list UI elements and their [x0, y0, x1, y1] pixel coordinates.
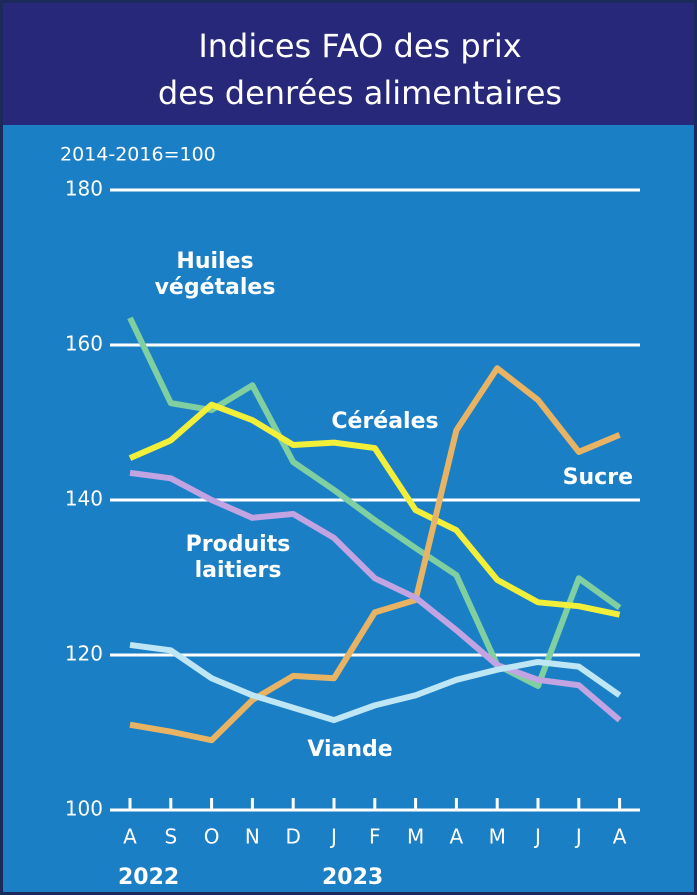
x-tick-label: J: [533, 825, 541, 849]
title-band: [3, 3, 694, 125]
x-tick-label: O: [204, 825, 220, 849]
y-tick-label: 120: [65, 642, 103, 666]
year-label: 2023: [322, 865, 383, 890]
x-tick-label: N: [245, 825, 260, 849]
y-tick-label: 140: [65, 487, 103, 511]
series-label: Sucre: [563, 465, 633, 490]
y-tick-label: 160: [65, 332, 103, 356]
series-line: [127, 316, 622, 689]
x-tick-label: A: [613, 825, 627, 849]
x-tick-label: J: [574, 825, 582, 849]
x-tick-label: M: [407, 825, 424, 849]
series-line: [129, 641, 622, 724]
x-tick-label: A: [450, 825, 464, 849]
chart-title: des denrées alimentaires: [158, 74, 562, 112]
series-line: [129, 365, 621, 744]
y-tick-label: 180: [65, 177, 103, 201]
x-tick-label: M: [489, 825, 506, 849]
series-label: Viande: [307, 737, 392, 762]
series-label: Produits laitiers: [186, 532, 291, 583]
y-label: 2014-2016=100: [60, 144, 216, 166]
x-tick-label: F: [369, 825, 381, 849]
series-label: Huiles végétales: [155, 249, 276, 300]
series-line: [128, 401, 621, 618]
x-tick-label: A: [123, 825, 137, 849]
x-tick-label: S: [164, 825, 177, 849]
chart-title: Indices FAO des prix: [198, 27, 521, 65]
y-tick-label: 100: [65, 797, 103, 821]
x-tick-label: D: [285, 825, 300, 849]
series-line: [129, 469, 622, 723]
series-label: Céréales: [331, 409, 438, 434]
year-label: 2022: [118, 865, 179, 890]
x-tick-label: J: [329, 825, 337, 849]
